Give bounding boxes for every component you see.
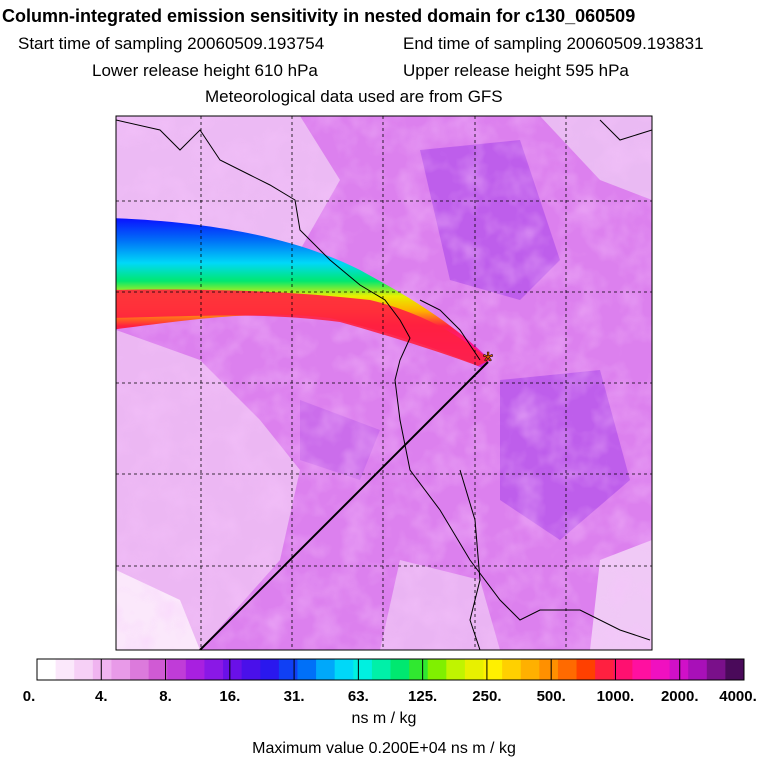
colorbar-swatch [241,659,261,680]
coastline-ne [599,119,652,141]
colorbar-tick-label: 63. [347,688,369,705]
colorbar-swatch [576,659,596,680]
colorbar [36,659,745,680]
upper-release-height-label: Upper release height 595 hPa [403,61,629,80]
colorbar-swatch [371,659,391,680]
colorbar-swatch [55,659,75,680]
colorbar-tick-label: 8. [159,688,172,705]
grid-lines [116,116,652,650]
colorbar-tick-label: 16. [219,688,241,705]
coastline-west [116,119,651,641]
met-data-label: Meteorological data used are from GFS [205,87,503,106]
colorbar-swatch [223,659,243,680]
coastline-isthmus [419,299,481,361]
colorbar-swatch [167,659,187,680]
map-area [116,116,652,650]
start-time-label: Start time of sampling 20060509.193754 [18,34,325,53]
colorbar-swatch [725,659,745,680]
colorbar-swatch [632,659,652,680]
colorbar-swatch [539,659,559,680]
lower-release-height-label: Lower release height 610 hPa [92,61,318,80]
colorbar-swatch [669,659,689,680]
plot-frame [115,115,653,651]
release-point-marker: * [483,346,493,376]
chart-title: Column-integrated emission sensitivity i… [2,6,636,26]
coastline-andes [459,469,481,650]
colorbar-swatch [706,659,726,680]
plume-core [116,289,490,366]
colorbar-tick-label: 125. [408,688,438,705]
colorbar-swatch [353,659,373,680]
colorbar-tick-label: 2000. [660,688,699,705]
colorbar-tick-label: 4000. [719,688,757,705]
colorbar-swatch [613,659,633,680]
colorbar-tick-label: 31. [283,688,305,705]
colorbar-swatch [278,659,298,680]
colorbar-units: ns m / kg [351,710,417,727]
colorbar-swatch [409,659,429,680]
colorbar-frame [36,658,745,681]
colorbar-swatch [111,659,131,680]
colorbar-swatch [185,659,205,680]
colorbar-swatch [260,659,280,680]
maximum-value-label: Maximum value 0.200E+04 ns m / kg [252,740,516,757]
colorbar-swatch [204,659,224,680]
colorbar-tick-label: 250. [472,688,502,705]
colorbar-swatch [427,659,447,680]
colorbar-swatch [483,659,503,680]
colorbar-swatch [502,659,522,680]
colorbar-tick-label: 500. [536,688,566,705]
colorbar-swatch [130,659,150,680]
colorbar-swatch [334,659,354,680]
colorbar-swatch [297,659,317,680]
colorbar-swatch [520,659,540,680]
colorbar-swatch [650,659,671,680]
colorbar-swatch [464,659,485,680]
colorbar-swatch [316,659,336,680]
colorbar-tick-label: 0. [22,688,36,705]
colorbar-swatch [148,659,168,680]
colorbar-swatch [37,659,57,680]
colorbar-swatch [74,659,94,680]
colorbar-swatch [390,659,410,680]
colorbar-tick-label: 1000. [596,688,635,705]
colorbar-swatch [446,659,466,680]
end-time-label: End time of sampling 20060509.193831 [403,34,704,53]
colorbar-swatch [92,659,112,680]
colorbar-swatch [688,659,708,680]
flight-track [199,361,489,650]
colorbar-swatch [557,659,578,680]
colorbar-swatch [595,659,615,680]
colorbar-tick-label: 4. [95,688,108,705]
